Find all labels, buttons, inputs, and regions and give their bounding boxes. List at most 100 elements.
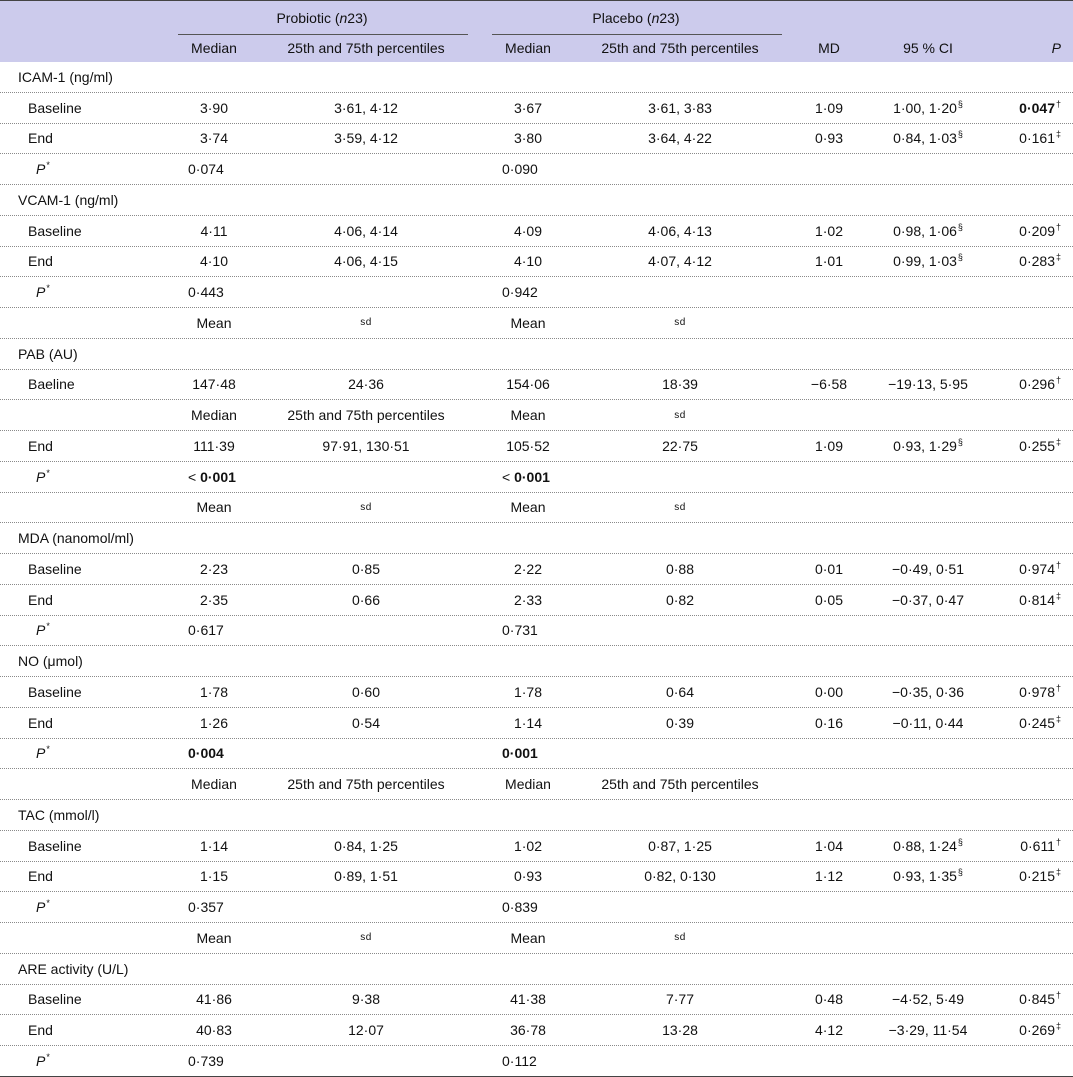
p-footnote-mark: † [1055,990,1061,1001]
cell-value: 36·78 [510,1022,546,1039]
cell-value: 4·10 [199,253,229,270]
data-cell: 40·83 [170,1015,258,1045]
data-cell: −0·35, 0·36 [868,677,988,707]
table-row: End 3·74 3·59, 4·12 3·80 3·64, 4·22 0·93 0·84,… [0,124,1073,155]
row-label: Baeline [28,376,75,393]
sub-header: Mean [510,929,546,946]
data-cell: 1·04 [790,831,868,861]
data-cell: 105·52 [484,431,572,461]
cell-value: 41·38 [510,991,546,1008]
data-cell: 0·209 † [995,216,1061,246]
p-star-value: 0·739 [188,1046,224,1076]
table-row: End 111·39 97·91, 130·51 105·52 22·75 1·09 0·9… [0,431,1073,462]
table-row: NO (μmol) [0,646,1073,677]
table-row: Baseline 2·23 0·85 2·22 0·88 0·01 −0·49, 0·51 0… [0,554,1073,585]
data-cell: 0·161 ‡ [995,124,1061,154]
sub-header: sd [674,317,686,329]
section-label: TAC (mmol/l) [18,806,100,823]
sub-header: Mean [510,499,546,516]
cell-value: 4·11 [200,222,228,239]
p-star-label: P * [36,277,50,307]
data-cell: 0·89, 1·51 [258,862,474,892]
data-cell: 0·66 [258,585,474,615]
table-row: TAC (mmol/l) [0,800,1073,831]
p-footnote-mark: † [1055,559,1061,570]
data-cell: 4·10 [170,247,258,277]
data-cell: 0·93, 1·29 § [868,431,988,461]
cell-value: 41·86 [196,991,232,1008]
sub-header: sd [360,501,372,513]
col-header: 95 % CI [903,40,953,56]
data-cell: 3·80 [484,124,572,154]
p-star-label: P * [36,462,50,492]
sub-header: Mean [196,314,232,331]
value-prefix: 0·090 [502,161,538,178]
row-label: Baseline [28,683,82,700]
row-label: End [28,437,53,454]
p-footnote-mark: ‡ [1055,590,1061,601]
group-underline [492,34,782,35]
p-star-value: 0·357 [188,892,224,922]
cell-value: 0·93, 1·35 [893,868,957,885]
p-star-value: 0·839 [502,892,538,922]
row-label: End [28,591,53,608]
table-row: P * 0·617 0·731 [0,616,1073,647]
data-cell: 1·02 [484,831,572,861]
cell-value: −6·58 [810,376,848,393]
cell-value: 1·09 [814,437,844,454]
data-cell: 0·39 [572,708,788,738]
cell-value: 3·61, 4·12 [334,99,398,116]
cell-value: 3·80 [513,130,543,147]
data-cell: 0·611 † [995,831,1061,861]
sub-header: sd [674,409,686,421]
data-cell: 0·85 [258,554,474,584]
row-label: End [28,714,53,731]
table-row: End 4·10 4·06, 4·15 4·10 4·07, 4·12 1·01 0·99,… [0,247,1073,278]
p-star-label: P * [36,616,50,646]
sub-header: sd [674,932,686,944]
data-cell: 0·269 ‡ [995,1015,1061,1045]
data-cell: 0·01 [790,554,868,584]
cell-value: 0·05 [814,591,844,608]
group-count: 23) [659,9,680,26]
cell-value: 3·74 [199,130,229,147]
p-star-value: 0·074 [188,154,224,184]
ci-footnote-mark: § [957,98,963,109]
data-cell: 4·09 [484,216,572,246]
table-row: P * 0·357 0·839 [0,892,1073,923]
cell-value: 0·82 [665,591,695,608]
p-symbol: P [36,468,46,485]
data-cell: −19·13, 5·95 [868,370,988,400]
data-cell: 0·283 ‡ [995,247,1061,277]
cell-value: 154·06 [506,376,550,393]
cell-value: 0·974 [1019,560,1055,577]
cell-value: 1·02 [814,222,844,239]
column-header-row: Median 25th and 75th percentiles Median … [0,34,1073,62]
section-label: NO (μmol) [18,653,83,670]
cell-value: 4·06, 4·15 [334,253,398,270]
ci-footnote-mark: § [957,129,963,140]
p-star-label: P * [36,1046,50,1076]
data-cell: 1·26 [170,708,258,738]
cell-value: 0·814 [1019,591,1055,608]
cell-value: −0·11, 0·44 [892,714,964,731]
group-header-probiotic: Probiotic (n 23) [170,1,474,34]
cell-value: 0·845 [1019,991,1055,1008]
cell-value: 13·28 [662,1022,698,1039]
group-label: Probiotic ( [276,9,340,26]
cell-value: 0·87, 1·25 [648,837,712,854]
section-label: ICAM-1 (ng/ml) [18,68,113,85]
p-footnote-mark: † [1055,98,1061,109]
row-label: End [28,868,53,885]
data-cell: 1·78 [484,677,572,707]
p-footnote-mark: † [1055,836,1061,847]
row-label: Baseline [28,560,82,577]
data-cell: 0·98, 1·06 § [868,216,988,246]
data-cell: 3·61, 3·83 [572,93,788,123]
sub-header: Median [191,776,237,793]
star-mark: * [46,1051,50,1062]
data-cell: 0·255 ‡ [995,431,1061,461]
cell-value: −4·52, 5·49 [892,991,964,1008]
data-cell: 3·64, 4·22 [572,124,788,154]
